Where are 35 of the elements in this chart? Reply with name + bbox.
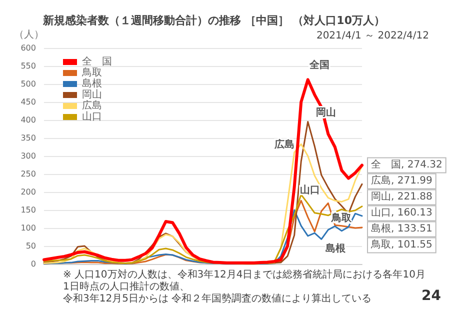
y-tick-label: 0 [30,260,36,268]
data-label: 広島, 271.99 [371,174,432,187]
legend-label: 岡山 [82,88,102,100]
legend-label: 全 国 [82,56,112,68]
y-tick-label: 250 [20,170,36,178]
y-tick-label: 500 [20,80,36,88]
y-tick-label: 50 [26,242,36,250]
annotation: 島根 [325,242,346,254]
y-tick-label: 150 [20,206,36,214]
legend-label: 山口 [82,110,102,122]
annotation: 広島 [273,138,294,151]
chart-title: 新規感染者数（１週間移動合計）の推移 ［中国］ （対人口10万人） [42,14,385,27]
y-tick-label: 200 [20,188,36,196]
legend-label: 広島 [82,100,102,112]
y-tick-label: 450 [20,98,36,106]
y-tick-label: 400 [20,116,36,124]
legend-label: 鳥取 [81,66,102,78]
annotation: 全国 [308,58,330,71]
y-tick-label: 350 [20,134,36,142]
chart-subtitle: 2021/4/1 ～ 2022/4/12 [316,30,430,42]
y-tick-label: 100 [20,224,36,232]
data-label: 全 国, 274.32 [371,158,442,171]
data-label: 鳥取, 101.55 [370,238,432,251]
data-label: 島根, 133.51 [371,222,432,235]
data-label: 山口, 160.13 [371,206,432,219]
annotation: 山口 [300,184,320,196]
y-axis-title: （人） [14,30,44,40]
text: 令和3年12月5日からは 令和２年国勢調査の数値により算出している [63,292,372,304]
y-tick-label: 600 [20,44,36,52]
y-tick-label: 300 [20,152,36,160]
text: 24 [422,288,442,304]
y-tick-label: 550 [20,62,36,70]
data-label: 岡山, 221.88 [371,190,432,203]
legend-label: 島根 [82,78,102,90]
line-series [42,78,364,264]
